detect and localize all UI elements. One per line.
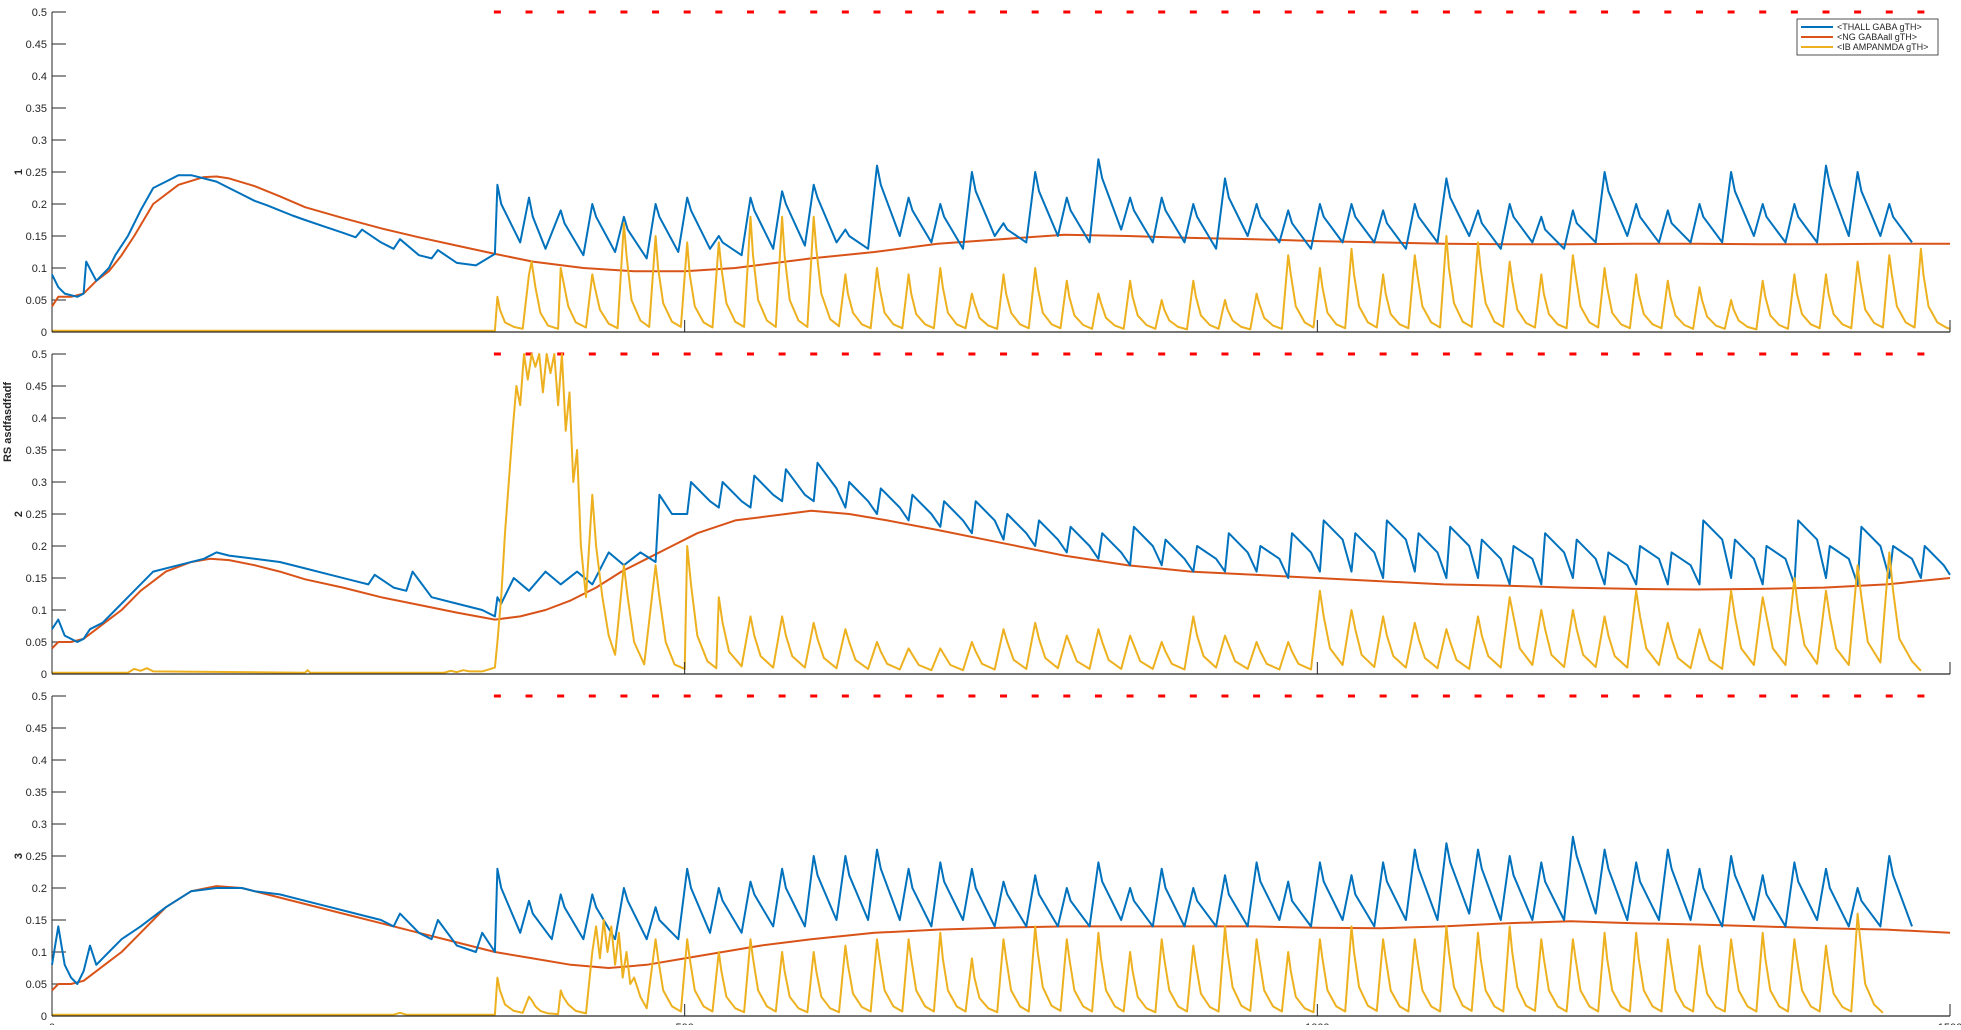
y-tick-label: 0.4 bbox=[32, 755, 47, 767]
y-tick-label: 0.3 bbox=[32, 819, 47, 831]
y-tick-label: 0.3 bbox=[32, 135, 47, 147]
y-tick-label: 0.2 bbox=[32, 883, 47, 895]
series-line-2 bbox=[51, 885, 1951, 992]
y-tick-label: 0 bbox=[41, 1011, 47, 1023]
panels-layer: 0 0.05 0.1 0.15 0.2 0.25 0.3 0.35 0.4 0.45 0.5 1 0 0.… bbox=[13, 7, 1961, 1030]
panel-y-label: 1 bbox=[13, 169, 25, 175]
y-tick-label: 0.1 bbox=[32, 263, 47, 275]
y-tick-label: 0.45 bbox=[26, 39, 47, 51]
series-line-1 bbox=[51, 158, 1913, 298]
panel-1: 0 0.05 0.1 0.15 0.2 0.25 0.3 0.35 0.4 0.45 0.5 1 bbox=[13, 7, 1951, 339]
series-line-1 bbox=[51, 461, 1951, 643]
y-tick-label: 0.2 bbox=[32, 541, 47, 553]
y-tick-label: 0 bbox=[41, 669, 47, 681]
y-tick-label: 0.5 bbox=[32, 349, 47, 361]
legend-label-ib-ampanmda: <IB AMPANMDA gTH> bbox=[1837, 42, 1928, 52]
y-tick-label: 0.05 bbox=[26, 979, 47, 991]
series-line-3 bbox=[52, 215, 1951, 332]
y-tick-label: 0.15 bbox=[26, 915, 47, 927]
panel-3: 00.050.10.150.20.250.30.350.40.450.53050… bbox=[13, 691, 1961, 1030]
legend-entry-ib-ampanmda[interactable]: <IB AMPANMDA gTH> bbox=[1801, 42, 1928, 52]
y-tick-label: 0.05 bbox=[26, 637, 47, 649]
y-tick-label: 0.4 bbox=[32, 413, 47, 425]
y-tick-label: 0.25 bbox=[26, 167, 47, 179]
legend-label-thall-gaba: <THALL GABA gTH> bbox=[1837, 22, 1922, 32]
series-line-1 bbox=[51, 835, 1913, 985]
y-tick-label: 0.1 bbox=[32, 605, 47, 617]
series-line-2 bbox=[51, 175, 1950, 307]
y-tick-label: 0.15 bbox=[26, 573, 47, 585]
y-tick-label: 0.4 bbox=[32, 71, 47, 83]
y-tick-label: 0.1 bbox=[32, 947, 47, 959]
y-tick-label: 0.35 bbox=[26, 103, 47, 115]
outer-y-axis-label: RS asdfasdfadf bbox=[2, 382, 14, 462]
legend-entry-thall-gaba[interactable]: <THALL GABA gTH> bbox=[1801, 22, 1922, 32]
series-line-3 bbox=[52, 912, 1884, 1016]
series-line-2 bbox=[51, 509, 1951, 650]
y-tick-label: 0.45 bbox=[26, 381, 47, 393]
y-tick-label: 0.45 bbox=[26, 723, 47, 735]
y-tick-label: 0.25 bbox=[26, 851, 47, 863]
y-tick-label: 0.15 bbox=[26, 231, 47, 243]
legend-entry-ng-gabaall[interactable]: <NG GABAall gTH> bbox=[1801, 32, 1917, 42]
series-line-3 bbox=[52, 353, 1922, 674]
y-tick-label: 0.05 bbox=[26, 295, 47, 307]
y-tick-label: 0.25 bbox=[26, 509, 47, 521]
y-tick-label: 0.3 bbox=[32, 477, 47, 489]
panel-y-label: 3 bbox=[13, 853, 25, 859]
y-tick-label: 0 bbox=[41, 327, 47, 339]
panel-2: 0 0.05 0.1 0.15 0.2 0.25 0.3 0.35 0.4 0.45 0.5 2 bbox=[13, 349, 1951, 681]
y-tick-label: 0.5 bbox=[32, 7, 47, 19]
legend[interactable]: <THALL GABA gTH> <NG GABAall gTH> <IB AM… bbox=[1796, 18, 1939, 56]
y-tick-label: 0.2 bbox=[32, 199, 47, 211]
panel-y-label: 2 bbox=[13, 511, 25, 517]
y-tick-label: 0.35 bbox=[26, 787, 47, 799]
y-tick-label: 0.35 bbox=[26, 445, 47, 457]
y-tick-label: 0.5 bbox=[32, 691, 47, 703]
legend-label-ng-gabaall: <NG GABAall gTH> bbox=[1837, 32, 1917, 42]
